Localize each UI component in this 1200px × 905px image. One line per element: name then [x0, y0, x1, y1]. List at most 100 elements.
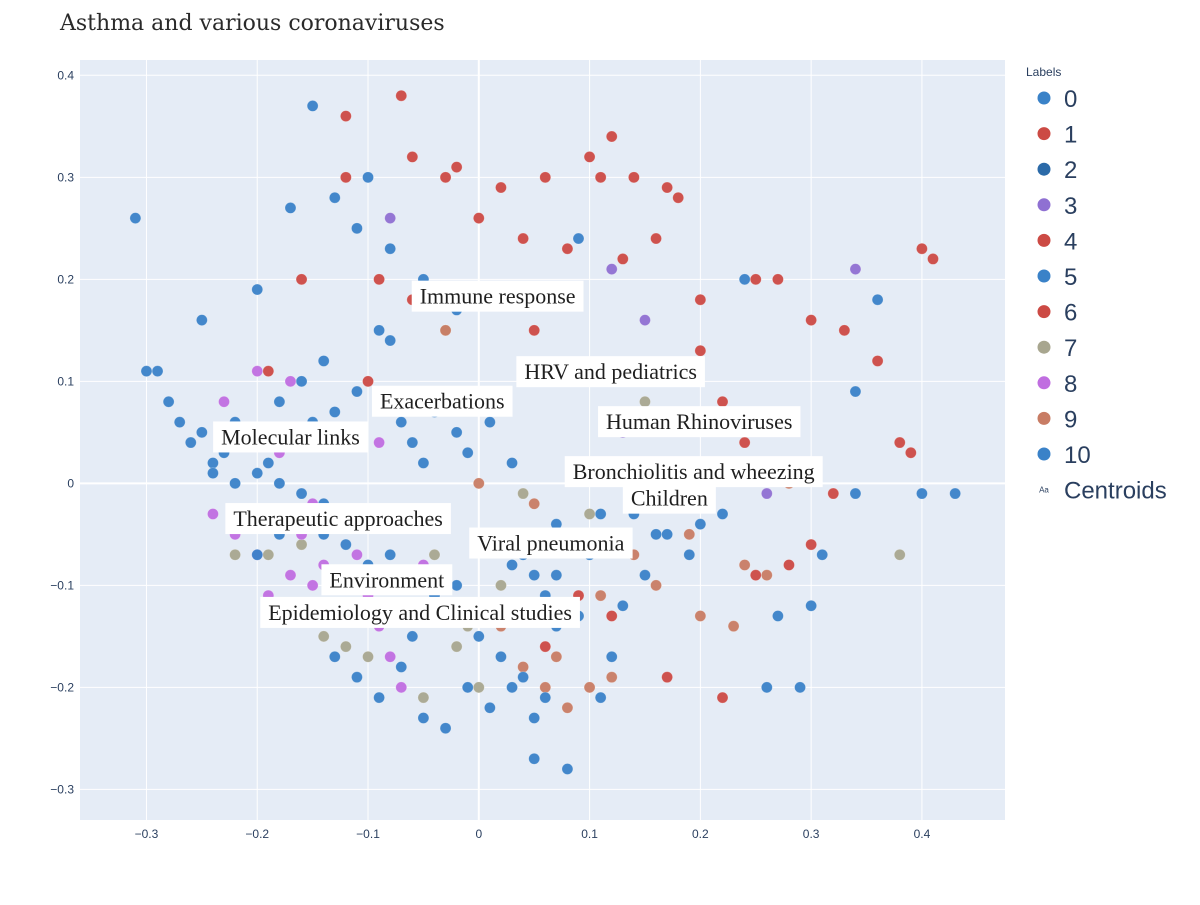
legend-item-1[interactable]: 1 [1037, 122, 1078, 149]
legend-item-5[interactable]: 5 [1037, 264, 1078, 291]
data-point-label-0 [805, 599, 817, 612]
data-point-label-0 [683, 548, 696, 561]
legend-item-6[interactable]: 6 [1037, 300, 1078, 327]
legend-label: 1 [1064, 122, 1077, 149]
data-point-label-10 [229, 477, 241, 490]
data-point-label-0 [594, 508, 607, 520]
legend-item-7[interactable]: 7 [1037, 335, 1078, 362]
data-point-label-7 [262, 548, 275, 561]
centroid-label-bg [213, 421, 368, 453]
data-point-label-10 [517, 671, 529, 683]
legend-marker [1037, 340, 1051, 354]
data-point-label-1 [927, 253, 939, 265]
legend-item-4[interactable]: 4 [1037, 228, 1078, 255]
y-tick-label: 0.1 [57, 374, 74, 388]
legend-label: 0 [1064, 86, 1077, 113]
centroid-label: Children [622, 482, 716, 514]
data-point-label-1 [450, 161, 463, 173]
data-point-label-7 [317, 630, 330, 643]
legend-item-2[interactable]: 2 [1037, 157, 1078, 184]
data-point-label-7 [517, 487, 529, 500]
data-point-label-7 [639, 395, 651, 408]
data-point-label-7 [340, 640, 352, 653]
legend-label: 5 [1064, 264, 1077, 291]
data-point-label-1 [716, 691, 729, 704]
legend-item-8[interactable]: 8 [1037, 371, 1078, 398]
data-point-label-0 [949, 487, 961, 500]
data-point-label-1 [517, 232, 529, 245]
legend-label: 8 [1064, 371, 1077, 398]
centroid-label-bg [598, 406, 801, 438]
data-point-label-9 [738, 559, 751, 571]
data-point-label-0 [162, 395, 175, 408]
centroid-label: Molecular links [213, 421, 368, 453]
data-point-label-1 [583, 151, 596, 163]
data-point-label-9 [439, 324, 452, 337]
legend-item-9[interactable]: 9 [1037, 406, 1078, 433]
data-point-label-1 [772, 273, 784, 286]
data-point-label-10 [328, 650, 341, 663]
data-point-label-1 [871, 355, 884, 367]
data-point-label-0 [406, 436, 419, 449]
x-tick-label: −0.1 [356, 827, 380, 841]
data-point-label-1 [916, 242, 928, 255]
data-point-label-10 [694, 518, 707, 530]
legend-marker [1037, 269, 1051, 283]
data-point-label-9 [539, 681, 552, 694]
data-point-label-8 [218, 395, 230, 408]
centroid-label: Therapeutic approaches [225, 503, 451, 535]
data-point-label-10 [251, 467, 264, 479]
data-point-label-10 [816, 548, 829, 561]
legend-marker [1037, 91, 1051, 105]
data-point-label-10 [340, 538, 352, 551]
data-point-label-9 [594, 589, 607, 602]
centroid-text: Therapeutic approaches [233, 506, 443, 531]
y-tick-label: −0.1 [50, 578, 74, 592]
legend-item-3[interactable]: 3 [1037, 193, 1078, 220]
legend-label: 7 [1064, 335, 1077, 362]
data-point-label-10 [473, 630, 485, 643]
data-point-label-7 [583, 508, 596, 520]
data-point-label-1 [838, 324, 851, 337]
data-point-label-10 [716, 508, 729, 520]
centroid-text: Bronchiolitis and wheezing [573, 459, 815, 484]
legend-text-marker: Aa [1039, 486, 1049, 495]
data-point-label-0 [384, 334, 396, 347]
data-point-label-1 [905, 446, 917, 459]
data-point-label-9 [761, 569, 773, 581]
data-point-label-0 [373, 324, 385, 337]
data-point-label-1 [295, 273, 308, 286]
legend-marker [1037, 376, 1051, 390]
data-point-label-0 [306, 100, 319, 112]
data-point-label-10 [439, 722, 452, 734]
data-point-label-0 [661, 528, 673, 541]
data-point-label-1 [262, 365, 275, 377]
data-point-label-0 [916, 487, 928, 500]
data-point-label-1 [650, 232, 662, 245]
centroid-text: Immune response [420, 284, 576, 309]
data-point-label-0 [328, 406, 341, 418]
centroid-label: Bronchiolitis and wheezing [564, 456, 823, 488]
data-point-label-8 [384, 650, 396, 663]
data-point-label-1 [340, 171, 352, 184]
data-point-label-3 [384, 212, 396, 224]
data-point-label-10 [506, 559, 518, 571]
data-point-label-3 [849, 263, 862, 275]
data-point-label-0 [173, 416, 186, 428]
data-point-label-1 [716, 395, 729, 408]
data-point-label-3 [639, 314, 651, 326]
data-point-label-0 [317, 355, 330, 367]
centroid-label: HRV and pediatrics [516, 356, 705, 388]
centroid-label: Immune response [411, 280, 584, 312]
data-point-label-8 [395, 681, 408, 694]
legend-item-centroids[interactable]: Aa Centroids [1039, 478, 1167, 505]
legend[interactable]: Labels 0 1 2 3 4 5 6 7 8 9 10 Aa Centroids [1026, 65, 1167, 505]
data-point-label-10 [251, 548, 264, 561]
data-point-label-8 [306, 579, 319, 592]
legend-item-0[interactable]: 0 [1037, 86, 1078, 113]
legend-marker [1037, 305, 1051, 319]
legend-item-10[interactable]: 10 [1037, 442, 1091, 469]
legend-marker [1037, 127, 1051, 141]
data-point-label-9 [550, 650, 563, 663]
